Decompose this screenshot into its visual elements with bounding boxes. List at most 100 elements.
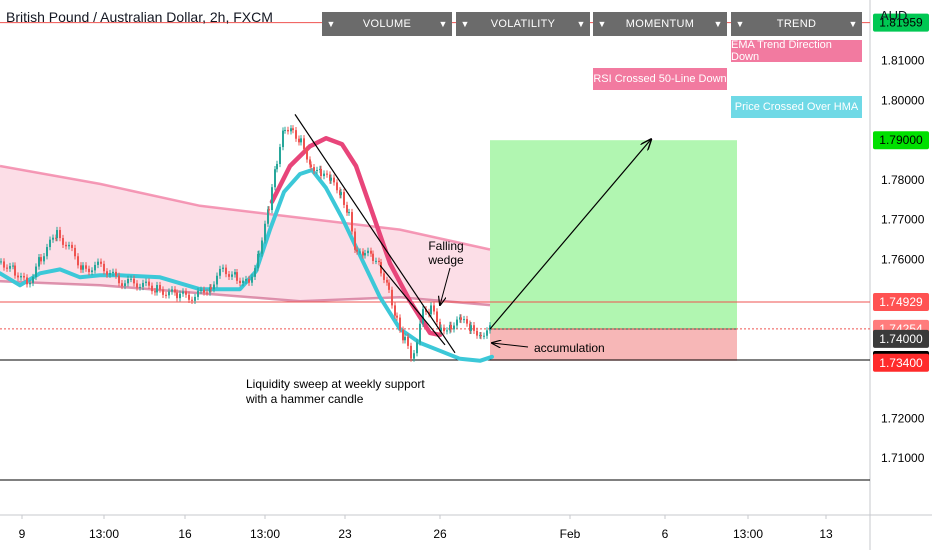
candle-body [88, 268, 90, 273]
trend-button[interactable]: ▼ TREND ▼ [731, 12, 862, 36]
hma-signal-badge: Price Crossed Over HMA [731, 96, 862, 118]
candle-body [124, 283, 126, 286]
candle-body [354, 231, 356, 250]
candle-body [91, 270, 93, 273]
candle-body [9, 266, 11, 269]
candle-body [151, 285, 153, 292]
candle-body [236, 272, 238, 281]
volume-button[interactable]: ▼ VOLUME ▼ [322, 12, 452, 36]
price-label-6: 1.73400 [879, 356, 923, 370]
candle-body [206, 292, 208, 294]
candle-body [159, 285, 161, 290]
candle-body [370, 250, 372, 254]
candle-body [182, 291, 184, 294]
candle-body [121, 283, 123, 286]
candle-body [284, 129, 286, 131]
candle-body [145, 281, 147, 283]
candle-body [439, 321, 441, 332]
momentum-button[interactable]: ▼ MOMENTUM ▼ [593, 12, 727, 36]
candle-body [254, 268, 256, 277]
price-label-box-2 [873, 292, 929, 311]
candle-body [85, 265, 87, 269]
candle-body [402, 329, 404, 341]
candle-body [59, 230, 61, 239]
x-tick-label: 23 [338, 527, 352, 541]
volatility-button[interactable]: ▼ VOLATILITY ▼ [456, 12, 590, 36]
y-tick-label: 1.76000 [881, 252, 925, 266]
x-tick-label: 13:00 [89, 527, 119, 541]
price-label-box-0 [873, 13, 929, 32]
candle-body [156, 285, 158, 293]
candle-body [295, 130, 297, 139]
candle-body [282, 130, 284, 148]
candle-body [486, 330, 488, 336]
candle-body [225, 267, 227, 275]
candle-body [191, 299, 193, 301]
candle-body [480, 335, 482, 337]
candle-body [416, 342, 418, 354]
candle-body [248, 279, 250, 283]
candle-body [386, 279, 388, 283]
candle-body [264, 223, 266, 241]
profit-target-zone [490, 140, 737, 329]
candle-body [216, 275, 218, 285]
candle-body [290, 128, 292, 132]
x-tick-label: 13:00 [250, 527, 280, 541]
candle-body [258, 253, 260, 255]
x-tick-label: 13 [819, 527, 833, 541]
candle-body [320, 168, 322, 177]
candle-body [436, 311, 438, 322]
candle-body [203, 289, 205, 293]
stop-loss-zone [490, 328, 737, 361]
triangle-down-icon: ▼ [735, 19, 745, 29]
candle-body [234, 272, 236, 275]
candle-body [80, 265, 82, 270]
candle-body [213, 284, 215, 290]
candle-body [139, 286, 141, 288]
y-tick-label: 1.78000 [881, 173, 925, 187]
candle-body [410, 345, 412, 359]
candle-body [49, 239, 51, 248]
candle-body [450, 324, 452, 330]
x-tick-label: Feb [560, 527, 581, 541]
candle-body [336, 182, 338, 191]
candle-body [378, 260, 380, 263]
candle-body [383, 273, 385, 280]
candle-body [407, 336, 409, 346]
wedge-label: wedge [427, 253, 464, 267]
candle-body [188, 294, 190, 300]
candle-body [268, 209, 270, 211]
wedge-upper-line [294, 114, 456, 354]
x-tick-label: 6 [662, 527, 669, 541]
candle-body [209, 287, 211, 293]
triangle-down-icon: ▼ [576, 19, 586, 29]
candle-body [470, 325, 472, 331]
candle-body [359, 251, 361, 253]
accumulation-label: accumulation [534, 341, 605, 355]
candle-body [257, 254, 259, 269]
triangle-down-icon: ▼ [438, 19, 448, 29]
triangle-down-icon: ▼ [713, 19, 723, 29]
candle-body [483, 335, 485, 337]
triangle-down-icon: ▼ [848, 19, 858, 29]
candle-body [440, 327, 442, 332]
candle-body [168, 291, 170, 296]
accumulation-arrow [492, 343, 529, 347]
candle-body [446, 330, 448, 332]
candle-body [303, 138, 305, 150]
candle-body [329, 174, 331, 181]
candle-body [29, 282, 31, 285]
ema-upper-line [0, 164, 491, 251]
candle-body [274, 169, 276, 188]
candle-body [46, 247, 48, 257]
y-tick-label: 1.72000 [881, 411, 925, 425]
candle-body [422, 309, 424, 324]
candle-body [20, 275, 22, 278]
candle-body [154, 291, 156, 293]
candle-body [433, 305, 435, 312]
candle-body [276, 163, 278, 170]
price-label-box-6 [873, 353, 929, 372]
candle-body [404, 336, 406, 341]
candle-body [306, 149, 308, 160]
